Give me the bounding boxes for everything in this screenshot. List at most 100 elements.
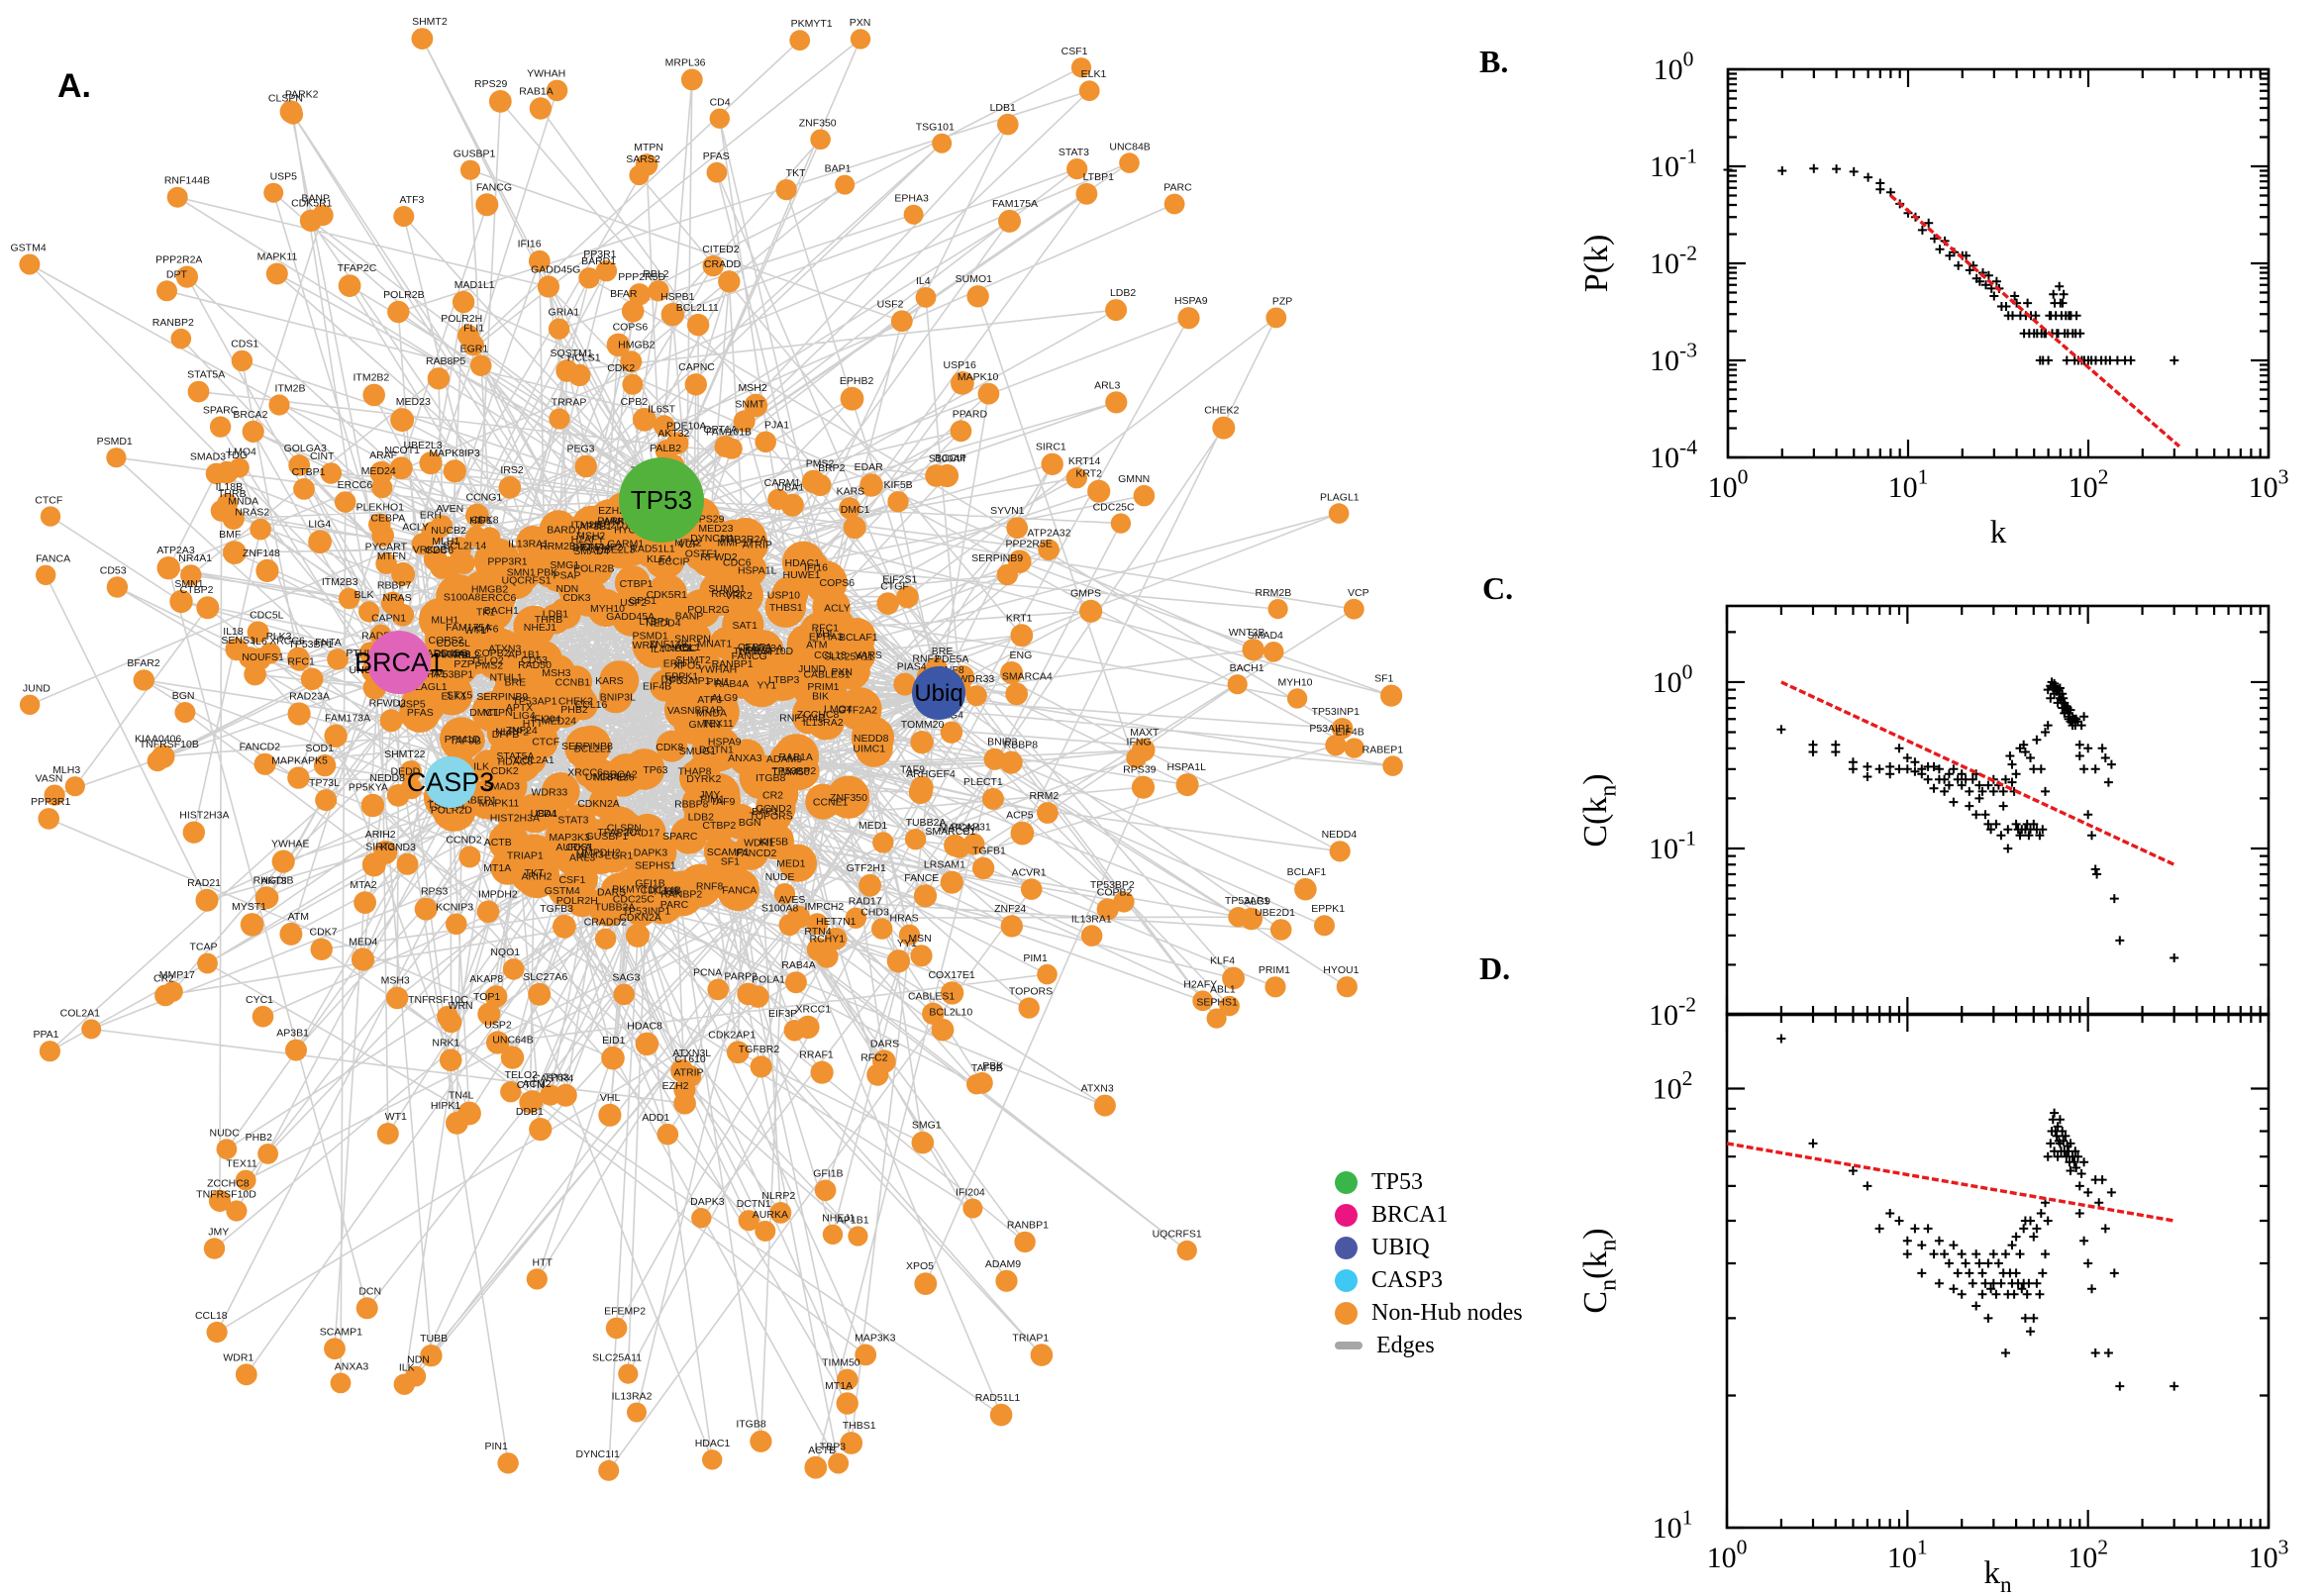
gene-node-label: LRSAM1 [924, 859, 965, 871]
network-graph: MNDA POLR2B ZNF24 USF2 BCCIP WDR33 POLR2H MNAT1… [11, 16, 1404, 1481]
gene-node-label: WT1 [464, 625, 486, 637]
gene-node [1037, 802, 1059, 824]
gene-node [488, 821, 530, 862]
gene-node-label: CTBP2 [702, 820, 736, 832]
gene-node-label: RNF144B [164, 175, 210, 187]
gene-node-label: JUND [798, 663, 826, 675]
gene-node [559, 665, 593, 698]
network-node-labels: MNDA POLR2B ZNF24 USF2 BCCIP WDR33 POLR2H MNAT1… [11, 16, 1404, 1460]
gene-node [886, 949, 911, 973]
gene-node [784, 971, 807, 994]
gene-node-label: PPM1D [445, 734, 481, 746]
gene-node-label: CCNG1 [466, 492, 503, 504]
gene-node [423, 547, 448, 571]
gene-node [175, 265, 198, 288]
gene-node-label: SHMT2 [412, 16, 448, 28]
gene-node [810, 1060, 834, 1084]
gene-node-label: ATRIP [743, 540, 772, 551]
node-swatch-icon [1335, 1301, 1358, 1325]
tick-label: 10-2 [1649, 993, 1696, 1033]
gene-node-label: WRN [449, 1000, 473, 1012]
gene-node [330, 1372, 352, 1394]
gene-node-label: BIK [812, 691, 829, 703]
tick-label: 100 [1708, 465, 1749, 505]
gene-node-label: UIMC1 [853, 744, 885, 755]
gene-node-label: SUMO1 [708, 583, 746, 595]
gene-node-label: APTX [506, 702, 533, 714]
gene-node-label: ZNF350 [799, 118, 837, 130]
gene-node-label: GFI1B [635, 877, 664, 889]
gene-node [1242, 639, 1264, 661]
tick-label: 102 [1653, 1066, 1693, 1106]
tick-label: 101 [1653, 1506, 1693, 1546]
tick-label: 103 [2249, 465, 2289, 505]
gene-node-label: TFAP2C [597, 827, 637, 839]
gene-node-label: ATM [806, 640, 827, 651]
gene-node-label: CDS1 [231, 339, 258, 350]
panel-a-label: A. [57, 67, 91, 105]
gene-node-label: THRB [535, 614, 563, 626]
gene-node [726, 1041, 750, 1064]
gene-node [154, 984, 176, 1007]
gene-node [578, 267, 600, 289]
tick-label: 101 [1887, 1536, 1928, 1575]
tick-label: 10-4 [1650, 436, 1697, 475]
gene-node-label: POLR2H [441, 313, 482, 325]
gene-node-label: TRRAP [552, 396, 587, 408]
gene-node [1038, 539, 1060, 561]
gene-node-label: DAPK3 [690, 1196, 725, 1208]
gene-node-label: UBE2D1 [589, 519, 630, 531]
gene-node-label: CDC25C [613, 894, 655, 906]
gene-node [714, 435, 737, 457]
gene-node [516, 744, 547, 775]
gene-node-label: ARAF [369, 449, 397, 461]
gene-node-label: NUDC [667, 643, 698, 654]
gene-node [263, 182, 284, 203]
gene-node-label: TOPORS [750, 810, 793, 822]
gene-node [843, 516, 866, 540]
gene-node [691, 735, 722, 766]
gene-node-label: GADD45G [419, 648, 468, 659]
gene-node-label: IFNG [1127, 736, 1152, 748]
gene-node-label: NLRP2 [495, 727, 529, 739]
gene-node [1066, 158, 1088, 180]
gene-node-label: TAF9 [710, 796, 735, 808]
gene-node [595, 260, 618, 282]
hub-label-brca1: BRCA1 [354, 648, 444, 677]
gene-node [427, 367, 451, 390]
gene-node-label: NLRP2 [761, 1190, 795, 1202]
gene-node [39, 1041, 61, 1062]
gene-node [598, 1103, 622, 1127]
gene-node [507, 689, 544, 725]
gene-node-label: ILK [399, 1362, 415, 1374]
gene-node-label: ITM2B [570, 520, 601, 532]
gene-node-label: AP3B1 [276, 1028, 309, 1040]
gene-node [488, 90, 512, 113]
gene-node-label: SHMT2 [675, 654, 711, 666]
gene-node [1093, 1094, 1116, 1117]
gene-node [208, 1189, 232, 1212]
gene-node-label: RTN4 [804, 926, 831, 938]
gene-node-label: HSPA1L [1166, 761, 1206, 773]
gene-node-label: DCN [661, 674, 684, 686]
gene-node [223, 541, 247, 564]
gene-node-label: CTCF [532, 736, 559, 748]
gene-node-label: EIF4B [1336, 726, 1364, 738]
gene-node-label: FANCE [904, 872, 939, 884]
gene-node-label: DYRK2 [686, 773, 721, 785]
gene-node-label: HSPA9 [1174, 295, 1208, 307]
gene-node-label: SMARCB1 [925, 826, 975, 838]
gene-node [106, 448, 127, 468]
gene-node-label: CLSPN [607, 823, 642, 835]
gene-node-label: ZCCHC8 [797, 709, 840, 721]
gene-node [419, 451, 443, 475]
gene-node-label: SMUG1 [679, 746, 717, 757]
gene-node [362, 383, 386, 407]
gene-node [655, 440, 677, 462]
gene-node-label: TGFB1 [972, 846, 1006, 857]
gene-node-label: TRIAP1 [507, 849, 544, 861]
gene-node [635, 1032, 659, 1056]
gene-node [998, 209, 1021, 233]
gene-node-label: MTPN [634, 142, 663, 153]
